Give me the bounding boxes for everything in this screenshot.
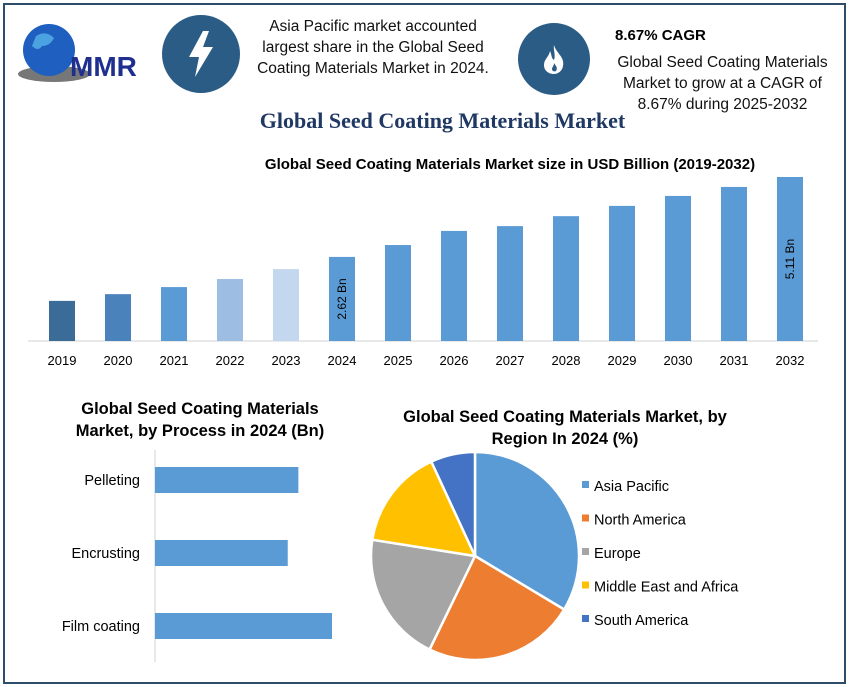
svg-text:MMR: MMR <box>70 51 137 82</box>
legend-swatch <box>582 548 589 555</box>
x-tick-label: 2027 <box>496 353 525 368</box>
x-tick-label: 2022 <box>216 353 245 368</box>
market-size-bar-chart: 2019 2020 2021 2022 2023 2024 2.62 Bn 2025 2026 2… <box>28 177 818 368</box>
cagr-title: 8.67% CAGR <box>615 27 706 44</box>
main-title: Global Seed Coating Materials Market <box>259 108 626 133</box>
legend-label: South America <box>594 613 689 629</box>
x-tick-label: 2032 <box>776 353 805 368</box>
x-tick-label: 2030 <box>664 353 693 368</box>
x-tick-label: 2029 <box>608 353 637 368</box>
y-tick-label: Pelleting <box>84 473 140 489</box>
legend-swatch <box>582 615 589 622</box>
mmr-logo: MMR <box>14 18 154 88</box>
legend-label: North America <box>594 513 687 529</box>
pie-slice-europe <box>369 538 477 652</box>
bar-2028 <box>553 216 579 341</box>
region-chart-title: Global Seed Coating Materials Market, by… <box>403 408 727 448</box>
bar-2019 <box>49 300 75 341</box>
x-tick-label: 2025 <box>384 353 413 368</box>
y-tick-label: Film coating <box>62 619 140 635</box>
bar-2027 <box>497 226 523 341</box>
infographic-frame <box>3 3 846 684</box>
bar-2022 <box>217 279 243 341</box>
bar-2026 <box>441 230 467 341</box>
bar-2025 <box>385 245 411 341</box>
bar-Encrusting <box>155 540 288 566</box>
bar-2024 <box>329 256 355 341</box>
pie-slice-south-america <box>429 450 477 557</box>
x-tick-label: 2021 <box>160 353 189 368</box>
legend-label: Asia Pacific <box>594 479 669 495</box>
bar-Film coating <box>155 613 332 639</box>
x-tick-label: 2028 <box>552 353 581 368</box>
bar-2020 <box>105 294 131 341</box>
x-tick-label: 2031 <box>720 353 749 368</box>
cagr-note: Global Seed Coating Materials Market to … <box>617 54 828 113</box>
data-label: 5.11 Bn <box>783 239 797 279</box>
bar-2031 <box>721 186 747 341</box>
pie-slice-middle-east-and-africa <box>370 459 478 558</box>
bar-chart-title: Global Seed Coating Materials Market siz… <box>264 156 756 173</box>
process-chart-title: Global Seed Coating Materials Market, by… <box>75 400 325 440</box>
lightning-icon <box>162 15 240 93</box>
legend-swatch <box>582 481 589 488</box>
flame-icon <box>518 23 590 95</box>
bar-2030 <box>665 195 691 341</box>
x-tick-label: 2020 <box>104 353 133 368</box>
bar-2032 <box>777 177 803 341</box>
data-label: 2.62 Bn <box>335 278 349 319</box>
x-tick-label: 2019 <box>48 353 77 368</box>
y-tick-label: Encrusting <box>71 546 140 562</box>
bar-Pelleting <box>155 467 299 493</box>
globe-icon: MMR <box>18 24 137 82</box>
x-tick-label: 2023 <box>272 353 301 368</box>
legend-label: Middle East and Africa <box>594 580 739 596</box>
legend-swatch <box>582 581 589 589</box>
legend-label: Europe <box>594 546 641 562</box>
x-tick-label: 2026 <box>440 353 469 368</box>
region-pie-chart: Asia Pacific North America Europe Middle Ea… <box>369 450 739 662</box>
x-tick-label: 2024 <box>328 353 357 368</box>
legend-swatch <box>582 514 589 522</box>
pie-slice-asia-pacific <box>473 450 581 612</box>
bar-2029 <box>609 205 635 341</box>
bar-2023 <box>273 269 299 341</box>
asia-pacific-note: Asia Pacific market accounted largest sh… <box>257 18 489 77</box>
process-bar-chart: Pelleting Encrusting Film coating <box>62 450 332 662</box>
bar-2021 <box>161 287 187 341</box>
